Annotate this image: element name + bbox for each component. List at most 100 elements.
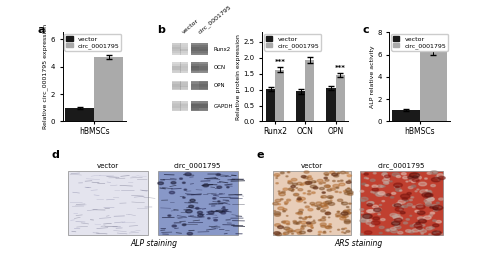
Circle shape	[308, 216, 312, 218]
Circle shape	[288, 182, 292, 184]
Bar	[172, 51, 181, 53]
Circle shape	[180, 178, 182, 179]
Circle shape	[376, 194, 380, 196]
Circle shape	[340, 171, 345, 174]
Circle shape	[218, 201, 220, 202]
Circle shape	[438, 179, 440, 180]
Bar	[94, 57, 124, 121]
Bar	[199, 66, 208, 68]
Bar	[172, 102, 181, 104]
Bar	[420, 52, 447, 121]
Circle shape	[298, 211, 302, 213]
Circle shape	[324, 231, 326, 232]
Circle shape	[184, 189, 186, 190]
Text: c: c	[363, 25, 370, 35]
Bar	[180, 81, 188, 82]
Circle shape	[394, 204, 401, 207]
Circle shape	[301, 226, 303, 228]
Bar	[172, 71, 181, 73]
Circle shape	[427, 172, 432, 174]
Circle shape	[306, 206, 310, 208]
Circle shape	[344, 210, 348, 212]
Circle shape	[396, 189, 402, 191]
Circle shape	[431, 185, 436, 187]
Circle shape	[284, 232, 289, 235]
Bar	[172, 104, 181, 106]
Bar	[306, 60, 314, 121]
Bar	[172, 89, 181, 90]
Circle shape	[306, 222, 310, 224]
Circle shape	[324, 204, 328, 206]
Bar	[180, 47, 188, 49]
Circle shape	[360, 220, 364, 222]
Circle shape	[436, 176, 440, 178]
Circle shape	[296, 199, 302, 202]
Circle shape	[430, 212, 434, 214]
Bar	[180, 84, 188, 86]
Circle shape	[417, 189, 419, 190]
Circle shape	[392, 221, 400, 225]
Bar	[199, 53, 208, 55]
Circle shape	[365, 185, 368, 186]
Circle shape	[288, 231, 292, 232]
Circle shape	[168, 215, 171, 216]
Text: vector: vector	[97, 163, 120, 169]
Circle shape	[280, 172, 284, 174]
Circle shape	[342, 232, 344, 233]
Circle shape	[172, 225, 176, 227]
Bar	[199, 81, 208, 82]
Circle shape	[436, 231, 439, 232]
Circle shape	[348, 188, 350, 189]
Circle shape	[428, 191, 432, 193]
Circle shape	[338, 181, 340, 182]
Circle shape	[378, 214, 380, 215]
Circle shape	[297, 182, 302, 185]
Bar	[190, 108, 199, 110]
Circle shape	[372, 209, 378, 212]
Bar	[180, 108, 188, 110]
Bar	[180, 102, 188, 104]
Circle shape	[310, 227, 314, 228]
Circle shape	[284, 233, 286, 235]
Circle shape	[406, 229, 411, 232]
Circle shape	[322, 206, 328, 209]
Bar	[199, 62, 208, 64]
Circle shape	[344, 190, 347, 192]
Circle shape	[410, 199, 412, 201]
Circle shape	[310, 185, 316, 188]
Bar	[199, 45, 208, 47]
Bar	[190, 51, 199, 53]
Bar	[180, 101, 188, 102]
Circle shape	[400, 209, 402, 210]
Circle shape	[275, 199, 281, 202]
FancyBboxPatch shape	[360, 171, 442, 235]
Circle shape	[382, 173, 388, 176]
Circle shape	[438, 198, 444, 200]
Circle shape	[412, 206, 416, 208]
Circle shape	[378, 185, 383, 187]
Circle shape	[308, 176, 312, 177]
Bar	[180, 68, 188, 70]
Circle shape	[379, 226, 384, 229]
Circle shape	[424, 200, 431, 203]
Circle shape	[298, 232, 302, 234]
Circle shape	[326, 213, 328, 214]
Circle shape	[394, 218, 402, 222]
Circle shape	[316, 208, 320, 210]
Circle shape	[409, 180, 411, 181]
Circle shape	[198, 214, 203, 217]
Circle shape	[406, 181, 408, 182]
Circle shape	[329, 197, 332, 198]
Circle shape	[380, 186, 383, 187]
Circle shape	[426, 198, 434, 201]
Circle shape	[284, 203, 287, 204]
Circle shape	[438, 176, 445, 180]
Bar	[199, 70, 208, 71]
Circle shape	[437, 174, 444, 177]
Circle shape	[208, 218, 210, 219]
Bar	[190, 84, 199, 86]
Circle shape	[360, 209, 364, 210]
Circle shape	[323, 232, 326, 233]
Circle shape	[414, 176, 418, 178]
Circle shape	[286, 215, 288, 216]
